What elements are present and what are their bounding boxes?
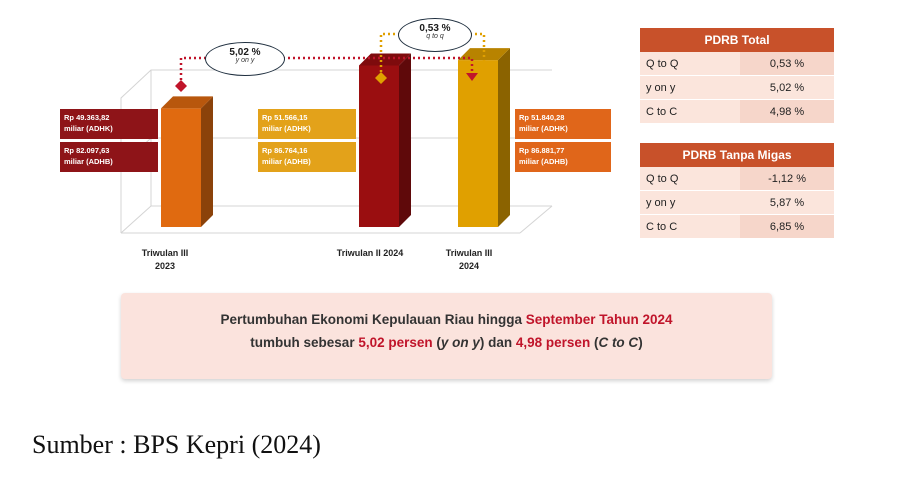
- yoy-value: 5,02 %: [229, 47, 261, 58]
- pdrb-tanpa-migas-table: PDRB Tanpa Migas Q to Q -1,12 % y on y 5,8…: [640, 143, 834, 239]
- qtoq-arrowhead: [478, 65, 490, 74]
- table-row: C to C 6,85 %: [640, 214, 834, 239]
- qtoq-start-marker: [375, 72, 387, 84]
- summary-line-1: Pertumbuhan Ekonomi Kepulauan Riau hingg…: [220, 312, 673, 327]
- qtoq-label: q to q: [426, 33, 444, 40]
- bar-top-q3-2023: [161, 96, 213, 109]
- bar-side-q3-2023: [201, 96, 213, 227]
- pdrb-tanpa-migas-title: PDRB Tanpa Migas: [640, 143, 834, 167]
- bar-q2-2024: [359, 65, 399, 227]
- label-adhk-q2-2024: Rp 51.566,15 miliar (ADHK): [258, 109, 356, 139]
- yoy-label: y on y: [235, 57, 255, 64]
- yoy-connector: [175, 56, 478, 92]
- table-row: Q to Q 0,53 %: [640, 52, 834, 76]
- pdrb-total-title: PDRB Total: [640, 28, 834, 52]
- bar-q3-2023: [161, 108, 201, 227]
- bar-side-q3-2024: [498, 48, 510, 228]
- source-caption: Sumber : BPS Kepri (2024): [32, 430, 321, 459]
- bar-top-q3-2024: [458, 48, 510, 61]
- label-adhb-q2-2024: Rp 86.764,16 miliar (ADHB): [258, 142, 356, 172]
- summary-line-2: tumbuh sebesar 5,02 persen (y on y) dan …: [250, 335, 643, 350]
- yoy-start-marker: [175, 80, 187, 92]
- pdrb-total-table: PDRB Total Q to Q 0,53 % y on y 5,02 % C t…: [640, 28, 834, 124]
- yoy-annotation: 5,02 % y on y: [205, 42, 285, 76]
- label-adhb-q3-2024: Rp 86.881,77 miliar (ADHB): [515, 142, 611, 172]
- category-label-q2-2024: Triwulan II 2024: [336, 248, 404, 258]
- table-row: Q to Q -1,12 %: [640, 167, 834, 191]
- bar-top-q2-2024: [359, 53, 411, 66]
- label-adhk-q3-2024: Rp 51.840,28 miliar (ADHK): [515, 109, 611, 139]
- summary-box: Pertumbuhan Ekonomi Kepulauan Riau hingg…: [121, 293, 772, 379]
- table-row: y on y 5,02 %: [640, 75, 834, 100]
- bar-q3-2024: [458, 60, 498, 228]
- yoy-arrowhead: [466, 73, 478, 81]
- label-adhb-2023: Rp 82.097,63 miliar (ADHB): [60, 142, 158, 172]
- category-label-q3-2023: Triwulan III 2023: [141, 248, 189, 271]
- bar-side-q2-2024: [399, 53, 411, 227]
- label-adhk-2023: Rp 49.363,82 miliar (ADHK): [60, 109, 158, 139]
- qtoq-connector: [375, 32, 490, 84]
- table-row: y on y 5,87 %: [640, 190, 834, 215]
- category-label-q3-2024: Triwulan III 2024: [445, 248, 493, 271]
- table-row: C to C 4,98 %: [640, 99, 834, 124]
- qtoq-annotation: 0,53 % q to q: [398, 18, 472, 52]
- qtoq-value: 0,53 %: [419, 23, 451, 34]
